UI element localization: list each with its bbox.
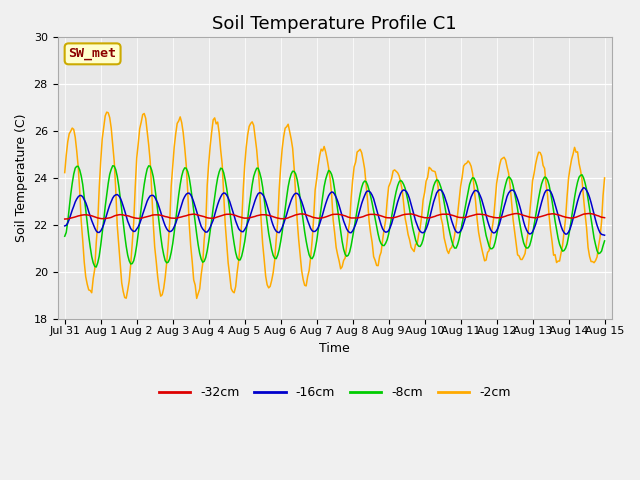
Title: Soil Temperature Profile C1: Soil Temperature Profile C1 bbox=[212, 15, 457, 33]
X-axis label: Time: Time bbox=[319, 342, 350, 355]
Text: SW_met: SW_met bbox=[68, 48, 116, 60]
Legend: -32cm, -16cm, -8cm, -2cm: -32cm, -16cm, -8cm, -2cm bbox=[154, 381, 516, 404]
Y-axis label: Soil Temperature (C): Soil Temperature (C) bbox=[15, 114, 28, 242]
